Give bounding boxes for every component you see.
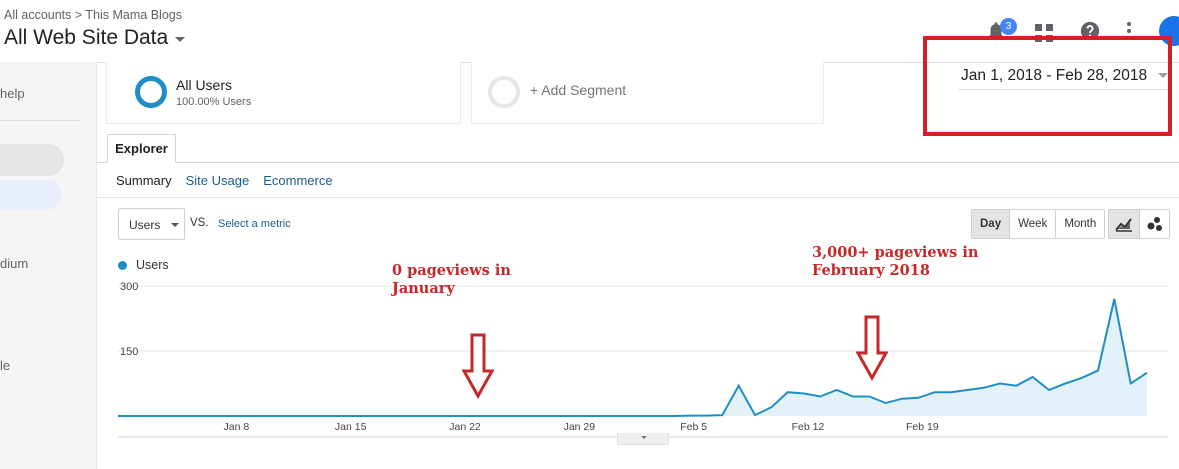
x-tick-label: Feb 12: [792, 421, 825, 433]
y-tick-label: 300: [120, 281, 138, 293]
subtab-bar: Summary Site Usage Ecommerce: [116, 173, 333, 188]
x-tick-label: Jan 8: [223, 421, 249, 433]
sidebar-item-help[interactable]: help: [0, 86, 25, 101]
caret-down-icon: [1158, 73, 1168, 78]
series-area: [118, 299, 1147, 416]
segment-ring-icon: [135, 76, 167, 108]
view-selector[interactable]: All Web Site Data: [4, 26, 186, 50]
subtab-summary[interactable]: Summary: [116, 173, 172, 188]
sidebar-item-medium[interactable]: dium: [0, 256, 29, 271]
series-line: [118, 298, 1148, 417]
metric-dropdown[interactable]: Users: [118, 208, 185, 240]
view-title: All Web Site Data: [4, 26, 169, 49]
bell-icon[interactable]: 3: [985, 18, 1017, 42]
tab-explorer[interactable]: Explorer: [107, 134, 176, 163]
caret-down-icon: [175, 37, 186, 42]
period-toggle: Day Week Month: [971, 209, 1106, 239]
date-range-picker[interactable]: Jan 1, 2018 - Feb 28, 2018: [958, 66, 1170, 90]
segment-all-users[interactable]: All Users 100.00% Users: [106, 62, 461, 124]
notification-badge: 3: [1000, 18, 1017, 35]
subtab-site-usage[interactable]: Site Usage: [185, 173, 250, 188]
sidebar-item-selected[interactable]: [0, 180, 62, 210]
january-annotation-line2: January: [392, 280, 455, 297]
select-metric-link[interactable]: Select a metric: [218, 218, 291, 230]
vs-label: VS.: [190, 217, 209, 229]
left-sidebar: help dium le: [0, 62, 97, 469]
chart-collapse-toggle[interactable]: [617, 433, 669, 445]
legend-series-name: Users: [136, 258, 169, 272]
caret-down-icon: [171, 223, 179, 227]
day-button[interactable]: Day: [972, 210, 1010, 238]
january-annotation-line1: 0 pageviews in: [392, 262, 511, 279]
date-range-highlight-box: [923, 36, 1172, 136]
x-tick-label: Jan 22: [449, 421, 481, 433]
february-annotation-line1: 3,000+ pageviews in: [812, 244, 979, 261]
january-annotation: 0 pageviews in January: [392, 262, 511, 298]
subtab-ecommerce[interactable]: Ecommerce: [263, 173, 333, 188]
january-arrow-icon: [461, 333, 495, 399]
help-icon[interactable]: [1079, 20, 1101, 42]
add-segment-button[interactable]: + Add Segment: [471, 62, 824, 124]
february-annotation-line2: February 2018: [812, 262, 930, 279]
y-tick-label: 150: [120, 346, 138, 358]
line-chart-icon[interactable]: [1109, 210, 1139, 238]
sidebar-divider: [0, 120, 80, 121]
date-range-text: Jan 1, 2018 - Feb 28, 2018: [961, 67, 1148, 84]
add-segment-label: + Add Segment: [530, 82, 627, 98]
x-tick-label: Jan 15: [335, 421, 367, 433]
sidebar-item-selected-parent[interactable]: [0, 144, 64, 176]
metric-dropdown-value: Users: [129, 218, 161, 232]
users-chart[interactable]: 300 150 Jan 8 Jan 15 Jan 22 Jan 29 Feb 5 Feb 1…: [100, 278, 1175, 438]
x-tick-label: Feb 5: [680, 421, 707, 433]
month-button[interactable]: Month: [1055, 210, 1105, 238]
collapse-arrow-icon: [641, 436, 647, 439]
breadcrumb[interactable]: All accounts > This Mama Blogs: [4, 8, 182, 22]
february-annotation: 3,000+ pageviews in February 2018: [812, 244, 978, 280]
chart-type-toggle: [1108, 209, 1170, 239]
legend-dot: [118, 260, 127, 270]
x-tick-label: Feb 19: [906, 421, 939, 433]
segment-percentage: 100.00% Users: [176, 96, 252, 108]
sidebar-item-le[interactable]: le: [0, 358, 11, 373]
segment-name: All Users: [176, 77, 233, 93]
week-button[interactable]: Week: [1009, 210, 1056, 238]
tab-strip-divider: [97, 162, 1179, 163]
subtab-divider: [97, 197, 1179, 198]
chart-legend[interactable]: Users: [118, 258, 169, 272]
x-tick-label: Jan 29: [564, 421, 596, 433]
motion-chart-icon[interactable]: [1139, 210, 1169, 238]
empty-segment-ring-icon: [488, 76, 520, 108]
february-arrow-icon: [856, 315, 888, 381]
